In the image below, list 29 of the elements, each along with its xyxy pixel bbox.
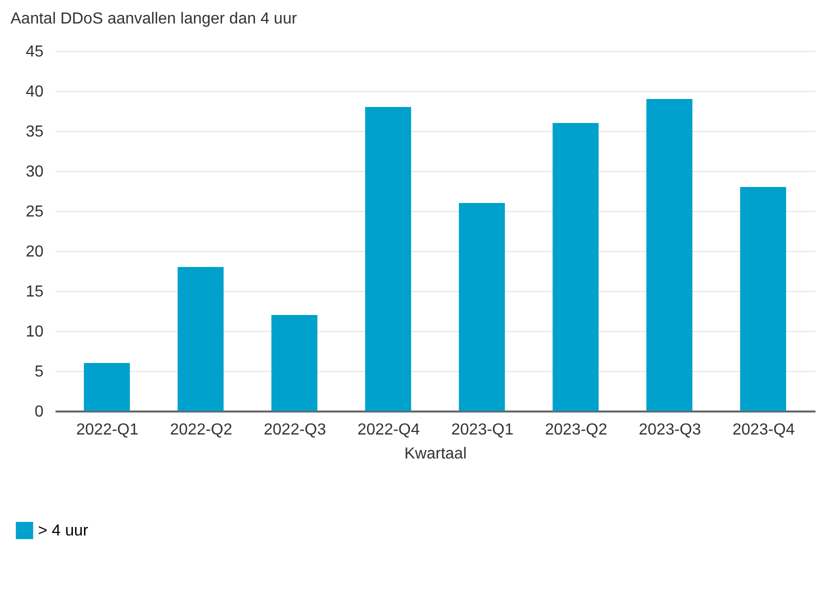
y-tick-label: 5 (34, 364, 44, 380)
bar (458, 203, 505, 411)
y-tick-label: 20 (26, 244, 44, 260)
bar (552, 123, 599, 411)
legend-label: > 4 uur (38, 522, 89, 540)
y-tick-label: 25 (26, 204, 44, 220)
y-tick-label: 45 (26, 44, 44, 60)
x-tick-label: 2023-Q1 (451, 422, 514, 438)
y-tick-label: 30 (26, 164, 44, 180)
bar (740, 187, 786, 411)
y-tick-label: 15 (26, 284, 44, 300)
x-tick-label: 2023-Q2 (544, 422, 608, 438)
bar (84, 363, 130, 411)
x-tick-label: 2022-Q4 (357, 422, 420, 438)
y-tick-label: 35 (26, 124, 44, 140)
x-axis-title: Kwartaal (404, 446, 467, 462)
bar (271, 315, 318, 411)
y-tick-label: 10 (26, 324, 44, 340)
bar (646, 99, 692, 411)
y-tick-label: 0 (34, 404, 44, 420)
x-tick-label: 2022-Q1 (76, 422, 139, 438)
x-tick-label: 2022-Q3 (264, 422, 326, 438)
y-axis-title: Aantal DDoS aanvallen langer dan 4 uur (10, 10, 298, 28)
y-tick-label: 40 (26, 84, 44, 100)
x-tick-label: 2022-Q2 (170, 422, 232, 438)
bar (178, 267, 224, 411)
x-tick-label: 2023-Q3 (638, 422, 702, 438)
x-tick-label: 2023-Q4 (732, 422, 795, 438)
bar (365, 107, 412, 411)
